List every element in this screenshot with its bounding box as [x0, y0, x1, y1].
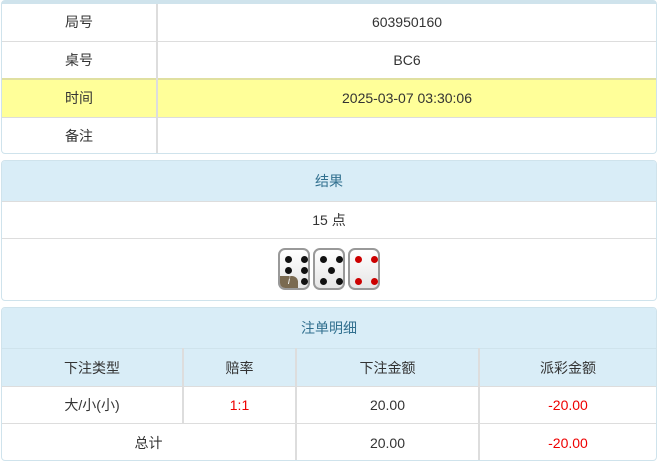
- pip: [320, 278, 327, 285]
- total-payout: -20.00: [478, 423, 656, 460]
- die-face-4: [348, 248, 380, 290]
- total-amount: 20.00: [295, 423, 479, 460]
- column-header: 下注类型: [2, 348, 183, 387]
- pip: [285, 256, 292, 263]
- pip: [371, 256, 378, 263]
- label: 时间: [2, 78, 157, 117]
- row-time: 时间 2025-03-07 03:30:06: [2, 78, 656, 117]
- time: 2025-03-07 03:30:06: [156, 78, 656, 117]
- result-title: 结果: [2, 161, 656, 201]
- row-note: 备注: [2, 116, 656, 153]
- dice-group: i: [2, 248, 656, 290]
- total-row: 总计 20.00 -20.00: [2, 423, 656, 460]
- column-header: 派彩金额: [478, 348, 656, 387]
- table-row: 大/小(小) 1:1 20.00 -20.00: [2, 386, 656, 424]
- bet-amount: 20.00: [295, 386, 479, 424]
- die-face-6: i: [278, 248, 310, 290]
- row-table-id: 桌号 BC6: [2, 40, 656, 79]
- result-points: 15 点: [2, 201, 656, 238]
- pip: [301, 267, 308, 274]
- note: [156, 116, 656, 153]
- pip: [285, 267, 292, 274]
- row-round-id: 局号 603950160: [2, 4, 656, 41]
- bet-type: 大/小(小): [2, 386, 183, 424]
- column-header: 下注金额: [295, 348, 479, 387]
- round-info-table: 局号 603950160 桌号 BC6 时间 2025-03-07 03:30:06 …: [2, 4, 656, 153]
- table-id: BC6: [156, 40, 656, 79]
- pip: [336, 278, 343, 285]
- label: 桌号: [2, 40, 157, 79]
- payout: -20.00: [478, 386, 656, 424]
- pip: [320, 256, 327, 263]
- bet-table-header: 下注类型 赔率 下注金额 派彩金额: [2, 348, 656, 387]
- pip: [336, 256, 343, 263]
- pip: [355, 256, 362, 263]
- info-icon[interactable]: i: [280, 276, 298, 288]
- die-face-5: [313, 248, 345, 290]
- column-header: 赔率: [182, 348, 296, 387]
- result-panel: 结果 15 点 i: [1, 160, 657, 301]
- bet-table: 下注类型 赔率 下注金额 派彩金额 大/小(小) 1:1 20.00 -20.0…: [2, 348, 656, 460]
- total-label: 总计: [2, 423, 296, 460]
- round-id: 603950160: [156, 4, 656, 41]
- bet-details-title: 注单明细: [2, 308, 656, 348]
- bet-details-panel: 注单明细 下注类型 赔率 下注金额 派彩金额 大/小(小) 1:1 20.00 …: [1, 307, 657, 461]
- round-info-panel: 局号 603950160 桌号 BC6 时间 2025-03-07 03:30:06 …: [1, 0, 657, 154]
- pip: [301, 256, 308, 263]
- label: 局号: [65, 14, 93, 31]
- label: 备注: [2, 116, 157, 153]
- pip: [355, 278, 362, 285]
- odds: 1:1: [182, 386, 296, 424]
- pip: [371, 278, 378, 285]
- pip: [328, 267, 335, 274]
- pip: [301, 278, 308, 285]
